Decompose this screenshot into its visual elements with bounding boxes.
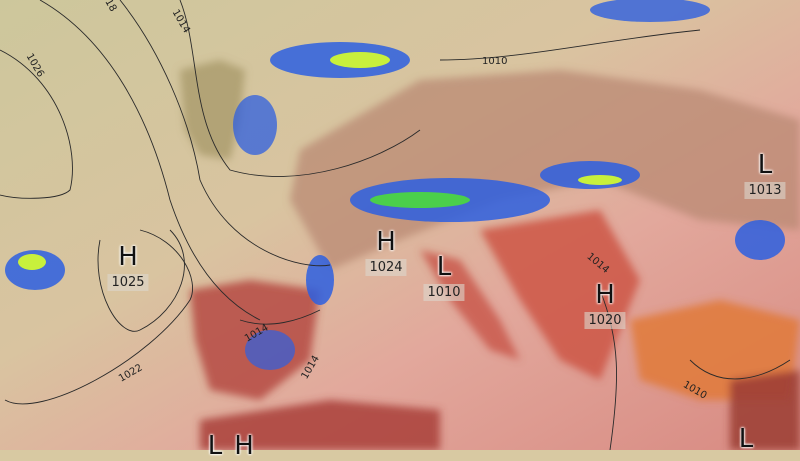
balkans xyxy=(480,210,640,380)
isobar-line xyxy=(239,309,321,325)
high-symbol: H xyxy=(595,280,615,310)
isobars xyxy=(0,0,791,450)
isobar-line xyxy=(439,29,701,61)
precip-heavy-north-sea xyxy=(330,52,390,68)
pressure-center-low: L 1013 xyxy=(744,150,786,199)
precip-black-sea-east xyxy=(735,220,785,260)
middle-east xyxy=(730,370,800,450)
pressure-value: 1025 xyxy=(107,274,149,291)
isobar-line xyxy=(97,229,185,332)
pressure-value: 1020 xyxy=(584,312,626,329)
north-africa xyxy=(200,400,440,450)
weather-map xyxy=(0,0,800,450)
precip-heavy-alps xyxy=(370,192,470,208)
pressure-value: 1024 xyxy=(365,259,407,276)
pressure-center-high: H 1020 xyxy=(584,280,626,329)
isobar-line xyxy=(689,359,791,380)
precip-scandinavia xyxy=(590,0,710,22)
low-symbol: L xyxy=(738,424,754,454)
high-symbol: H xyxy=(234,431,254,461)
isobar-line xyxy=(4,229,193,405)
precip-france-coast xyxy=(306,255,334,305)
precip-britain xyxy=(233,95,277,155)
precip-carpathians xyxy=(540,161,640,189)
high-symbol: H xyxy=(118,242,138,272)
pressure-center-high: H xyxy=(234,432,254,460)
pressure-center-low: L xyxy=(208,432,223,460)
precip-heavy-carpathians xyxy=(578,175,622,185)
pressure-value: 1013 xyxy=(744,182,786,199)
pressure-center-low: L 1010 xyxy=(423,252,465,301)
pressure-value: 1010 xyxy=(423,284,465,301)
pressure-center-high: H 1024 xyxy=(365,227,407,276)
isobar-line xyxy=(0,49,73,199)
high-symbol: H xyxy=(376,227,396,257)
isobar-line xyxy=(119,0,331,267)
isobar-line xyxy=(599,289,617,450)
precipitation-layer xyxy=(5,0,785,370)
pressure-center-high: H 1025 xyxy=(107,242,149,291)
british-isles xyxy=(180,60,245,160)
isobar-label: 1010 xyxy=(482,56,508,67)
isobar-line xyxy=(179,0,421,177)
anatolia xyxy=(630,300,800,400)
low-symbol: L xyxy=(436,252,452,282)
italy xyxy=(420,250,520,360)
low-symbol: L xyxy=(207,431,223,461)
precip-iberia xyxy=(245,330,295,370)
precip-heavy-atlantic xyxy=(18,254,46,270)
isobar-line xyxy=(39,0,261,321)
low-symbol: L xyxy=(757,150,773,180)
pressure-center-low: L xyxy=(739,425,754,453)
